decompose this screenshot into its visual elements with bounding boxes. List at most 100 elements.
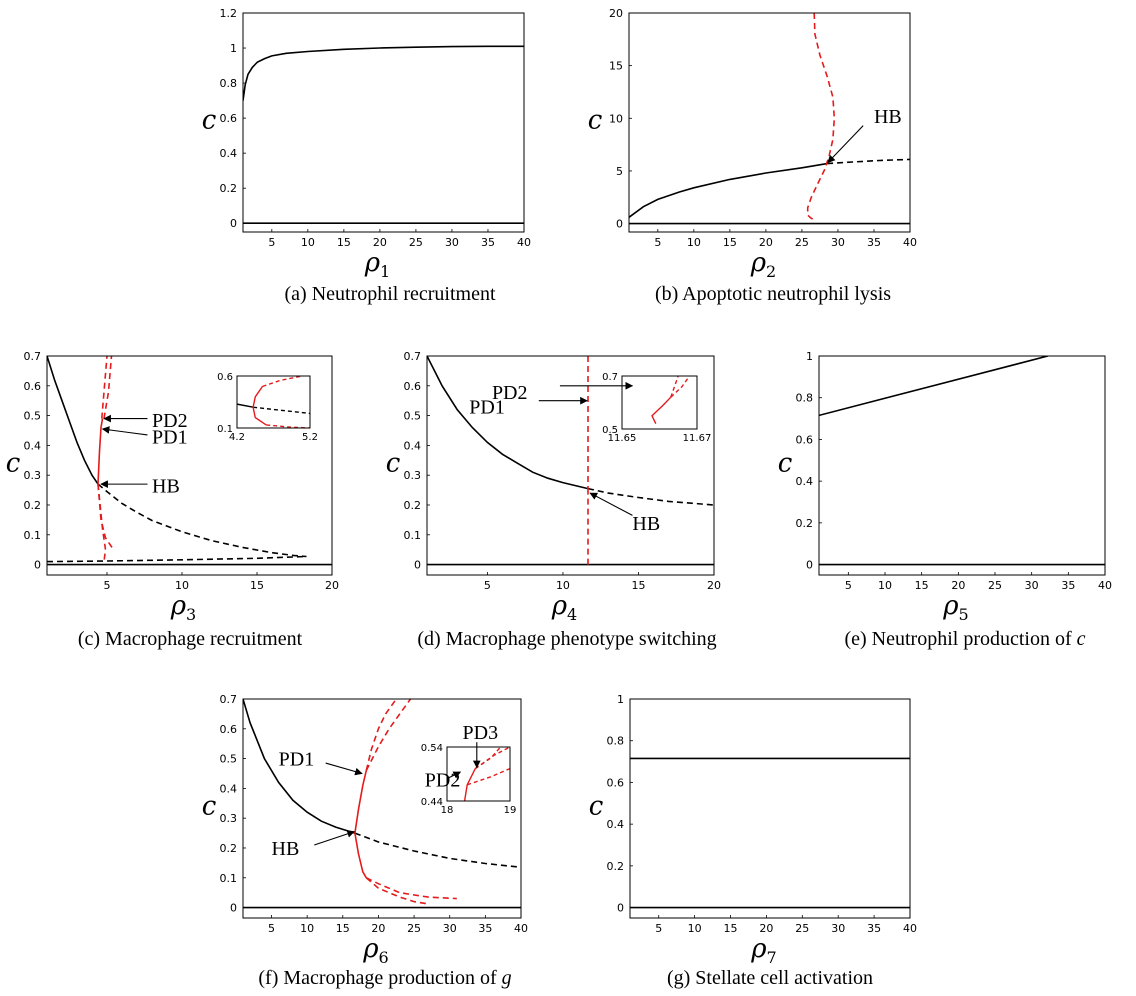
series-line xyxy=(806,13,836,222)
x-tick-label: 20 xyxy=(325,579,339,592)
y-tick-label: 10 xyxy=(609,112,623,125)
x-tick-label: 25 xyxy=(407,922,421,935)
series-line xyxy=(587,487,714,506)
y-tick-label: 0 xyxy=(34,559,41,572)
y-tick-label: 0.2 xyxy=(607,860,625,873)
plot-frame xyxy=(242,698,522,919)
series-line xyxy=(97,483,307,558)
x-tick-label: 30 xyxy=(831,236,845,249)
series-line xyxy=(354,770,368,834)
plot-frame xyxy=(242,12,525,233)
y-tick-label: 0.6 xyxy=(404,380,422,393)
x-tick-label: 5 xyxy=(268,236,275,249)
series-line xyxy=(827,158,910,165)
panel-f: 5 10 15 20 25 30 35 40 0 0.1 0.2 0.3 0.4 0.5 0.6 0.7 c ρ6… xyxy=(202,693,528,989)
x-tick-label: 15 xyxy=(337,236,351,249)
y-tick-label: 0.6 xyxy=(607,776,625,789)
annotation-label: PD3 xyxy=(463,722,499,744)
panel-caption-label: (a) xyxy=(284,283,311,305)
panel-caption: (d) Macrophage phenotype switching xyxy=(417,628,716,650)
panel-b: 5 10 15 20 25 30 35 40 0 5 10 15 20 c ρ2 HB (b) Apoptoti… xyxy=(588,7,917,305)
y-tick-label: 15 xyxy=(609,60,623,73)
y-tick-label: 0.4 xyxy=(220,782,238,795)
series-line xyxy=(97,484,116,551)
x-tick-label: 5 xyxy=(654,236,661,249)
annotation-label: HB xyxy=(632,513,660,535)
series-line xyxy=(97,418,104,485)
y-tick-label: 0 xyxy=(806,559,813,572)
x-tick-label: 15 xyxy=(724,922,738,935)
y-tick-label: 0.2 xyxy=(796,517,814,530)
series-line xyxy=(97,484,107,562)
y-tick-label: 0.3 xyxy=(24,469,42,482)
series-line xyxy=(354,832,367,879)
inset-series-line xyxy=(474,747,502,770)
y-tick-label: 0.4 xyxy=(404,439,422,452)
series-line xyxy=(47,356,99,485)
x-tick-label: 40 xyxy=(903,922,917,935)
y-tick-label: 1 xyxy=(806,350,813,363)
x-tick-label: 40 xyxy=(903,236,917,249)
series-line xyxy=(629,162,828,218)
x-axis-symbol: ρ xyxy=(362,934,379,964)
plot-frame xyxy=(629,698,911,919)
x-tick-label: 30 xyxy=(443,922,457,935)
x-tick-label: 10 xyxy=(175,579,189,592)
x-tick-label: 15 xyxy=(723,236,737,249)
x-tick-label: 25 xyxy=(409,236,423,249)
x-tick-label: 40 xyxy=(514,922,528,935)
x-tick-label: 15 xyxy=(915,579,929,592)
series-line xyxy=(243,45,524,101)
inset-frame xyxy=(621,375,698,430)
y-tick-label: 0.6 xyxy=(220,112,238,125)
x-tick-label: 30 xyxy=(831,922,845,935)
y-tick-label: 0.1 xyxy=(220,872,238,885)
y-tick-label: 0.1 xyxy=(404,529,422,542)
series-line xyxy=(365,877,457,900)
x-tick-label: 10 xyxy=(687,236,701,249)
y-tick-label: 0.1 xyxy=(24,529,42,542)
y-tick-label: 0.4 xyxy=(24,439,42,452)
inset: 4.2 5.2 0.1 0.6 xyxy=(217,372,318,443)
x-tick-label: 10 xyxy=(688,922,702,935)
x-axis-symbol: ρ xyxy=(750,248,767,278)
y-tick-label: 0.8 xyxy=(607,735,625,748)
y-tick-label: 0.5 xyxy=(404,410,422,423)
inset-series-line xyxy=(474,747,510,770)
x-tick-label: 20 xyxy=(759,236,773,249)
inset-y-tick-label: 0.54 xyxy=(421,743,443,754)
y-tick-label: 1 xyxy=(617,693,624,706)
y-tick-label: 0.6 xyxy=(24,380,42,393)
annotation-arrow xyxy=(314,830,355,846)
inset-series-line xyxy=(670,376,679,398)
annotation-arrow xyxy=(589,492,633,516)
x-tick-label: 35 xyxy=(1061,579,1075,592)
annotation-label: PD1 xyxy=(152,426,188,448)
inset-x-tick-label: 5.2 xyxy=(302,432,318,443)
inset-x-tick-label: 19 xyxy=(504,805,517,816)
x-tick-label: 5 xyxy=(484,579,491,592)
annotation-arrow xyxy=(325,762,363,776)
inset-y-tick-label: 0.44 xyxy=(421,797,443,808)
y-axis-label: c xyxy=(778,449,793,479)
panel-caption: (g) Stellate cell activation xyxy=(667,967,873,989)
inset-series-line xyxy=(466,767,510,786)
annotation-arrow xyxy=(827,125,864,164)
x-axis-label: ρ7 xyxy=(750,934,776,967)
panel-c: 5 10 15 20 0 0.1 0.2 0.3 0.4 0.5 0.6 0.7 c ρ3 4.2 5.2 0.… xyxy=(6,350,339,650)
y-tick-label: 20 xyxy=(609,7,623,20)
y-tick-label: 0 xyxy=(230,902,237,915)
x-tick-label: 35 xyxy=(867,922,881,935)
x-tick-label: 20 xyxy=(759,922,773,935)
panel-caption: (e) Neutrophil production of c xyxy=(844,628,1085,650)
y-tick-label: 0.3 xyxy=(220,812,238,825)
y-tick-label: 0.4 xyxy=(796,475,814,488)
y-axis-label: c xyxy=(386,449,401,479)
series-line xyxy=(103,356,113,419)
y-tick-label: 0.7 xyxy=(220,693,238,706)
annotation-label: HB xyxy=(152,476,180,498)
y-tick-label: 0.6 xyxy=(796,433,814,446)
x-tick-label: 35 xyxy=(481,236,495,249)
